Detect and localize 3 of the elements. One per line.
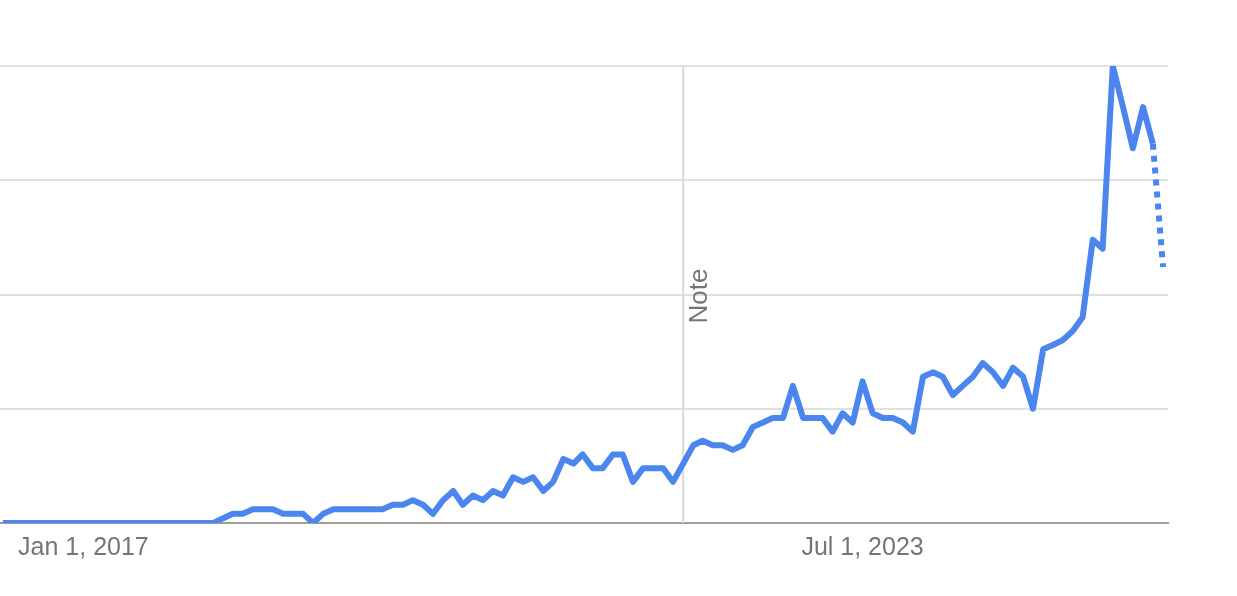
x-tick-label: Jul 1, 2023 <box>801 531 924 560</box>
x-tick-label: Jan 1, 2017 <box>18 531 149 560</box>
ref-line-label: Note <box>683 268 714 324</box>
